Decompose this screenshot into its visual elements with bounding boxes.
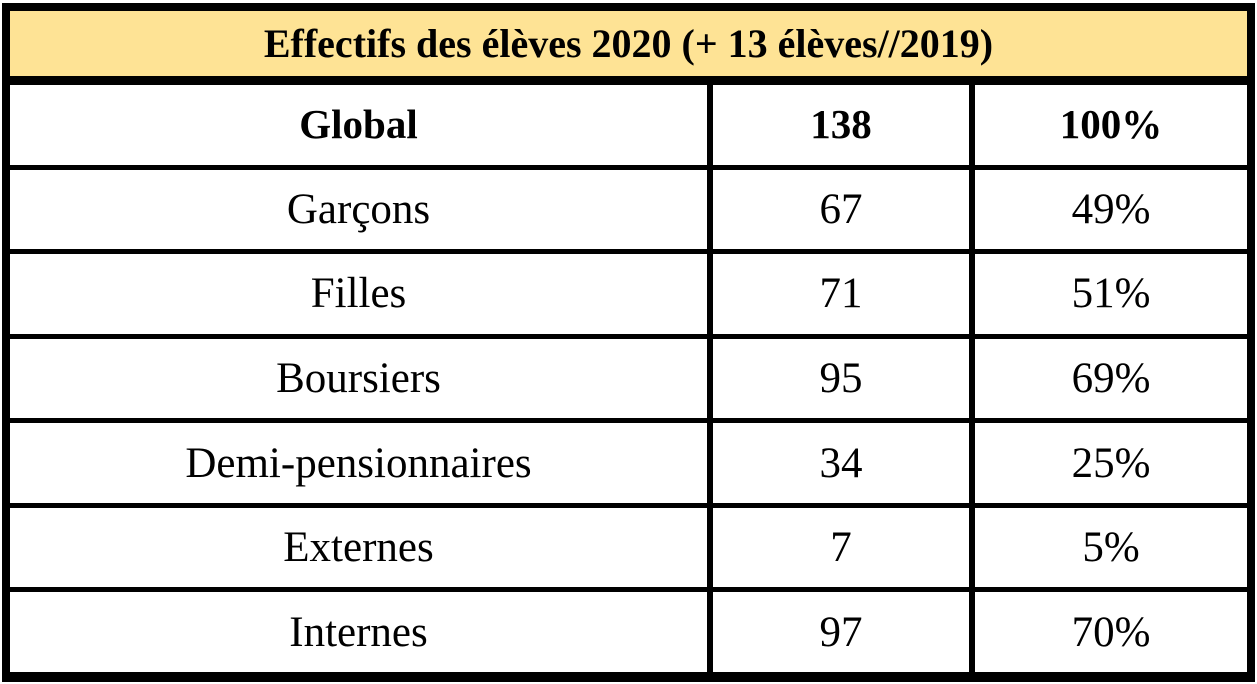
row-percent-cell: 49% bbox=[1071, 185, 1151, 233]
row-label-cell: Garçons bbox=[10, 169, 713, 250]
table-row-filles: Filles 71 51% bbox=[10, 249, 1247, 334]
row-percent-cell: 5% bbox=[1082, 524, 1140, 572]
table-title: Effectifs des élèves 2020 (+ 13 élèves//… bbox=[263, 21, 994, 66]
row-label-cell: Demi-pensionnaires bbox=[10, 423, 713, 503]
row-percent-cell: 70% bbox=[1071, 608, 1151, 656]
table-body: Global 138 100% Garçons 67 49% Filles 71… bbox=[10, 85, 1247, 673]
row-label-cell: Internes bbox=[10, 592, 713, 673]
row-percent-cell: 69% bbox=[1071, 355, 1151, 403]
row-label-cell: Global bbox=[10, 85, 713, 165]
row-percent-cell: 51% bbox=[1071, 270, 1151, 318]
row-count-cell: 67 bbox=[713, 169, 975, 250]
table-row-boursiers: Boursiers 95 69% bbox=[10, 333, 1247, 419]
table-row-global: Global 138 100% bbox=[10, 85, 1247, 165]
row-count-cell: 71 bbox=[713, 254, 975, 334]
row-percent-cell: 100% bbox=[1059, 101, 1163, 148]
row-label-cell: Externes bbox=[10, 507, 713, 588]
row-percent-cell: 25% bbox=[1071, 439, 1151, 487]
table-row-garcons: Garçons 67 49% bbox=[10, 164, 1247, 250]
row-count-cell: 97 bbox=[713, 592, 975, 673]
table-row-demi-pensionnaires: Demi-pensionnaires 34 25% bbox=[10, 418, 1247, 503]
table-row-externes: Externes 7 5% bbox=[10, 502, 1247, 588]
row-count-cell: 34 bbox=[713, 423, 975, 503]
row-count-cell: 7 bbox=[713, 507, 975, 588]
effectifs-table: Effectifs des élèves 2020 (+ 13 élèves//… bbox=[2, 3, 1255, 682]
row-count-cell: 138 bbox=[713, 85, 975, 165]
table-header-band: Effectifs des élèves 2020 (+ 13 élèves//… bbox=[10, 11, 1247, 85]
row-label-cell: Filles bbox=[10, 254, 713, 334]
row-count-cell: 95 bbox=[713, 338, 975, 419]
row-label-cell: Boursiers bbox=[10, 338, 713, 419]
table-row-internes: Internes 97 70% bbox=[10, 587, 1247, 673]
